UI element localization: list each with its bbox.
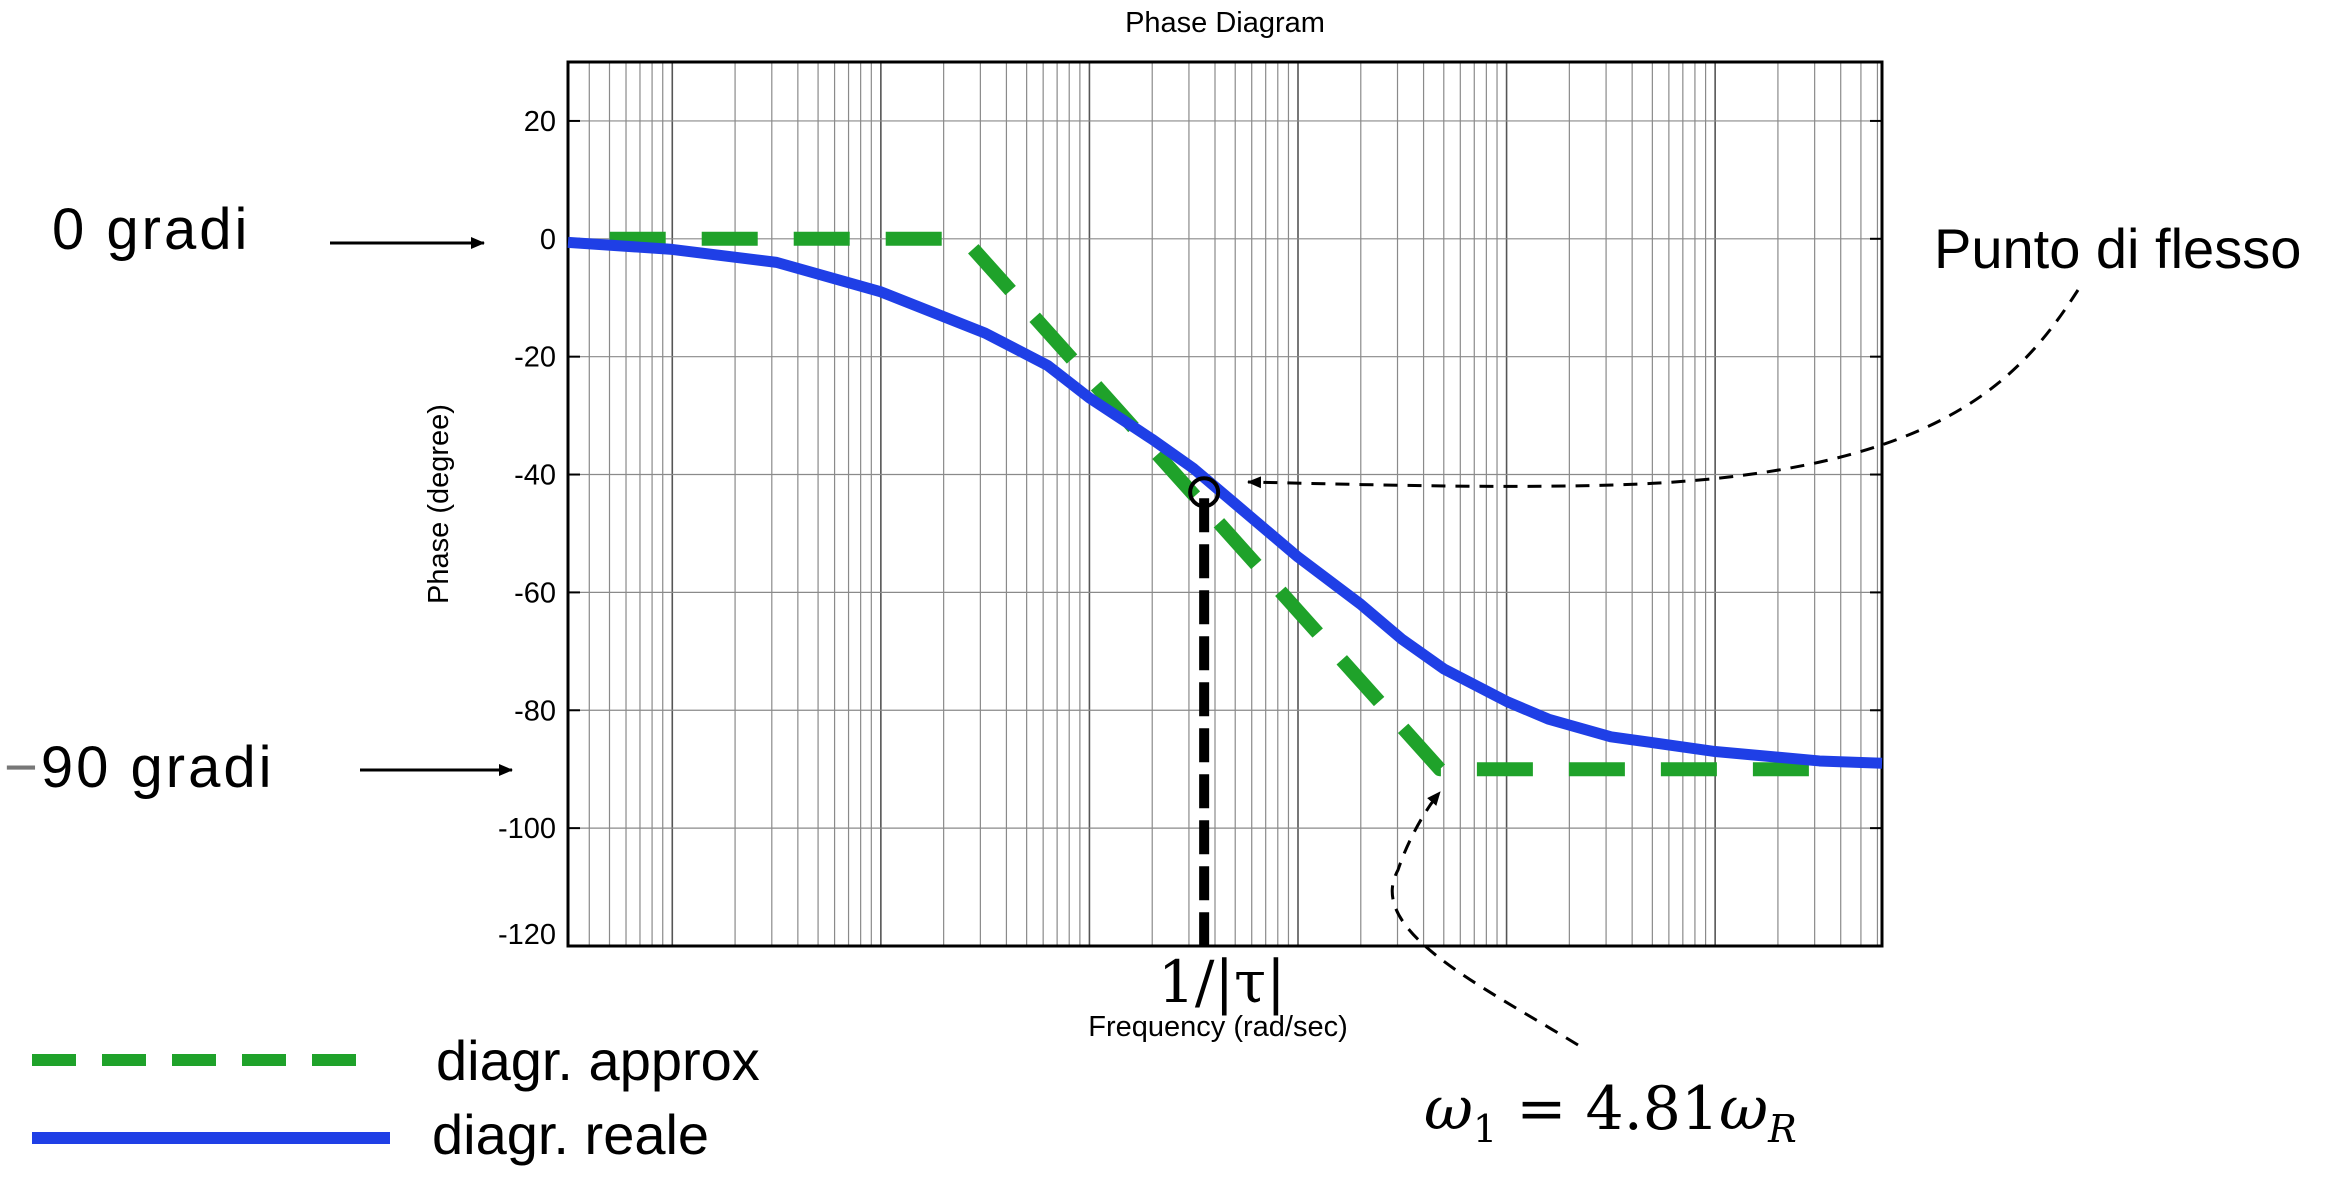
- y-axis-label: Phase (degree): [423, 404, 455, 604]
- omega-symbol: ω: [1424, 1074, 1473, 1144]
- series-reale-line: [567, 236, 1883, 769]
- grid-lines: [568, 62, 1882, 946]
- omega-r-subscript: R: [1768, 1107, 1797, 1151]
- chart-title: Phase Diagram: [1125, 7, 1325, 39]
- minus90-text: 90 gradi: [40, 735, 275, 800]
- plot-frame: [566, 60, 1884, 948]
- zero-deg-label: 0 gradi: [52, 197, 251, 262]
- y-tick-label: -120: [498, 919, 556, 951]
- y-tick-label: 0: [540, 224, 556, 256]
- omega-subscript: 1: [1472, 1107, 1498, 1151]
- series-layer: [567, 231, 1883, 777]
- inflection-label: Punto di flesso: [1934, 217, 2302, 280]
- legend-approx-label: diagr. approx: [436, 1029, 760, 1092]
- inflection-marker: [1188, 476, 1221, 509]
- x-axis-label: Frequency (rad/sec): [1088, 1011, 1348, 1043]
- y-tick-label: -100: [498, 813, 556, 845]
- tau-label: 1/|τ|: [1158, 948, 1286, 1016]
- minus-sign: −: [4, 735, 41, 800]
- y-tick-label: -80: [514, 695, 556, 727]
- omega-r-symbol: ω: [1719, 1074, 1769, 1144]
- minus90-deg-label: −90 gradi: [4, 734, 274, 801]
- y-tick-label: -40: [514, 460, 556, 492]
- omega-label: ω1 = 4.81ωR: [1424, 1074, 1797, 1151]
- inflection-arrow: [1247, 289, 2080, 489]
- omega-arrow: [1390, 791, 1579, 1047]
- y-axis-ticks: 20 0 -20 -40 -60 -80 -100 -120: [498, 106, 1882, 951]
- omega-equation: = 4.81: [1497, 1074, 1720, 1144]
- y-tick-label: 20: [524, 106, 556, 138]
- y-tick-label: -20: [514, 342, 556, 374]
- y-tick-label: -60: [514, 577, 556, 609]
- series-approx-line: [609, 231, 1841, 777]
- legend-reale-label: diagr. reale: [432, 1103, 710, 1166]
